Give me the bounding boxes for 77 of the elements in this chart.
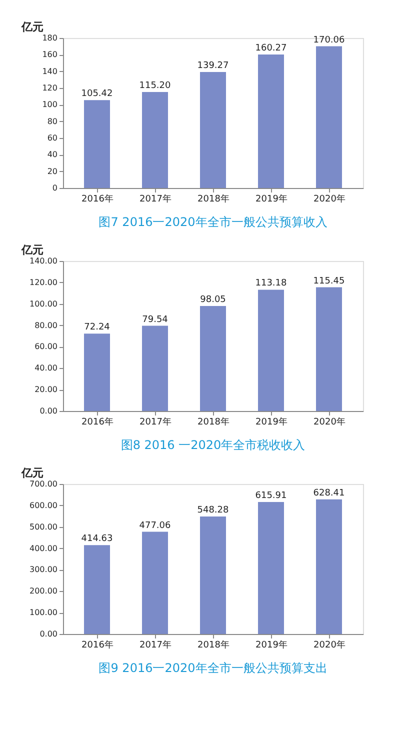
y-tick-label: 40.00 [34, 364, 58, 373]
y-tick-label: 160 [42, 50, 58, 60]
bar [142, 532, 168, 634]
y-tick-label: 60 [47, 134, 58, 142]
x-tick-label: 2017年 [140, 416, 172, 428]
x-tick-label: 2018年 [198, 194, 230, 204]
data-label: 139.27 [197, 60, 229, 71]
y-tick-label: 180 [42, 34, 58, 42]
y-tick-label: 100.00 [30, 299, 58, 308]
bar [142, 92, 168, 188]
text: 图9 2016一2020年全市一般公共预算支出 [98, 661, 328, 675]
bar [258, 290, 284, 411]
y-tick-label: 120.00 [30, 278, 58, 287]
y-tick-label: 20.00 [34, 385, 58, 394]
bar [200, 306, 226, 411]
x-tick-label: 2019年 [256, 416, 288, 428]
bar [84, 100, 110, 188]
bar [316, 499, 342, 634]
data-label: 615.91 [255, 491, 287, 502]
x-tick-label: 2017年 [140, 194, 172, 204]
x-tick-label: 2017年 [140, 640, 172, 650]
x-tick-label: 2020年 [314, 640, 346, 650]
bar [84, 334, 110, 411]
y-tick-label: 100 [42, 100, 58, 110]
data-label: 72.24 [84, 322, 110, 333]
y-tick-label: 0 [52, 184, 58, 192]
x-tick-label: 2019年 [256, 640, 288, 650]
bar [316, 287, 342, 411]
data-label: 548.28 [197, 506, 230, 516]
y-tick-label: 40 [47, 150, 58, 160]
data-label: 98.05 [200, 294, 226, 305]
y-tick-label: 200.00 [30, 586, 58, 596]
data-label: 113.18 [255, 278, 288, 289]
y-tick-label: 120 [42, 84, 58, 92]
y-tick-label: 20 [47, 166, 58, 176]
x-tick-label: 2020年 [314, 416, 346, 428]
data-label: 170.06 [313, 35, 346, 46]
x-tick-label: 2016年 [82, 640, 114, 650]
y-axis-title: 亿元 [20, 466, 44, 480]
text: 图7 2016一2020年全市一般公共预算收入 [98, 215, 328, 229]
data-label: 160.27 [255, 43, 287, 54]
x-tick-label: 2020年 [314, 194, 346, 204]
bar [258, 54, 284, 188]
y-tick-label: 0.00 [40, 630, 58, 638]
x-tick-label: 2016年 [82, 416, 114, 428]
y-tick-label: 500.00 [30, 522, 58, 532]
bar [258, 502, 284, 634]
y-tick-label: 60.00 [34, 342, 58, 352]
data-label: 115.45 [313, 276, 345, 286]
bar [142, 326, 168, 411]
y-tick-label: 700.00 [30, 480, 58, 488]
data-label: 79.54 [142, 314, 168, 325]
data-label: 477.06 [139, 520, 172, 531]
data-label: 414.63 [81, 534, 113, 544]
data-label: 628.41 [313, 488, 345, 498]
text: 图8 2016 一2020年全市税收收入 [120, 438, 306, 452]
y-tick-label: 100.00 [30, 608, 58, 618]
y-tick-label: 600.00 [30, 500, 58, 510]
y-tick-label: 400.00 [30, 544, 58, 553]
bar [200, 72, 226, 188]
bar [84, 545, 110, 634]
y-tick-label: 300.00 [30, 565, 58, 574]
y-tick-label: 140 [42, 66, 58, 76]
x-tick-label: 2018年 [198, 640, 230, 650]
bar [200, 516, 226, 634]
x-tick-label: 2018年 [198, 416, 230, 428]
y-tick-label: 80.00 [34, 320, 58, 330]
data-label: 105.42 [81, 89, 113, 100]
y-tick-label: 140.00 [30, 256, 58, 266]
x-tick-label: 2016年 [82, 194, 114, 204]
y-tick-label: 0.00 [40, 406, 58, 416]
y-axis-title: 亿元 [20, 20, 44, 34]
y-axis-title: 亿元 [20, 244, 44, 256]
bar [316, 46, 342, 188]
data-label: 115.20 [139, 81, 172, 91]
y-tick-label: 80 [47, 116, 58, 126]
x-tick-label: 2019年 [256, 194, 288, 204]
